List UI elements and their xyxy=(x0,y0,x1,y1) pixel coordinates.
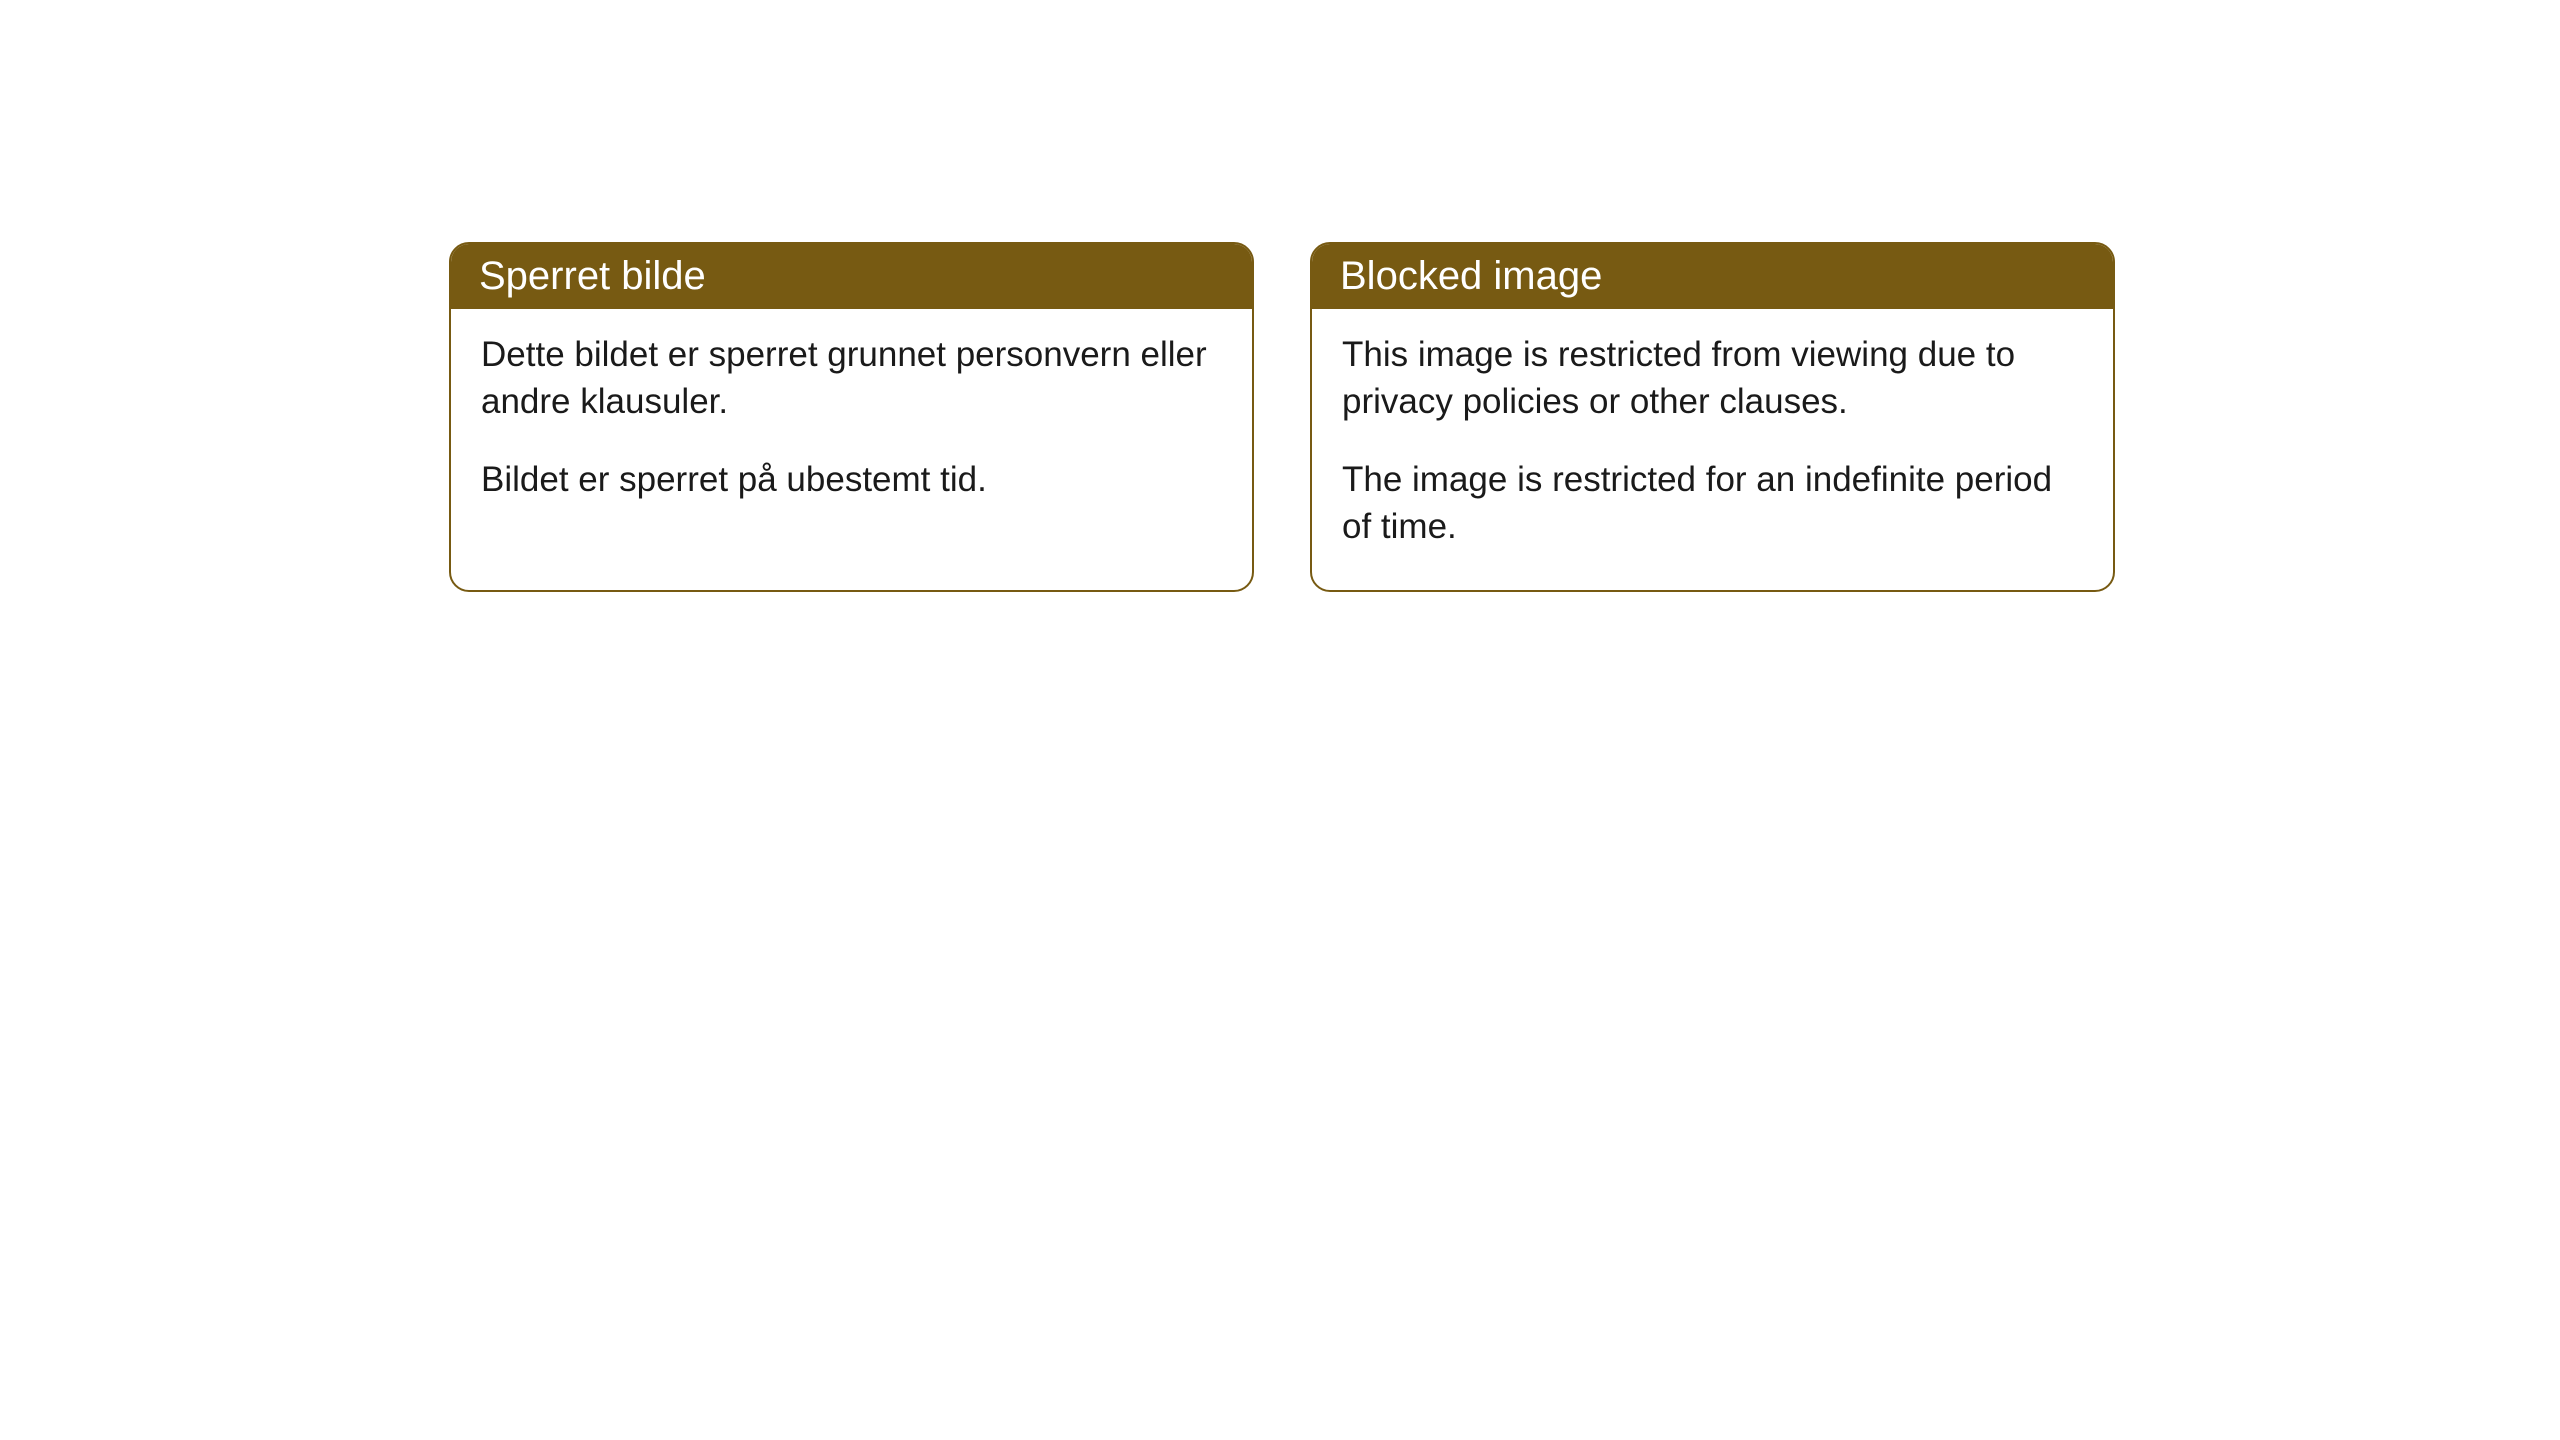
card-paragraph: The image is restricted for an indefinit… xyxy=(1342,456,2083,551)
card-header: Sperret bilde xyxy=(451,244,1252,309)
card-paragraph: Dette bildet er sperret grunnet personve… xyxy=(481,331,1222,426)
card-title: Sperret bilde xyxy=(479,254,706,298)
card-body: Dette bildet er sperret grunnet personve… xyxy=(451,309,1252,543)
blocked-image-card-en: Blocked image This image is restricted f… xyxy=(1310,242,2115,592)
blocked-image-card-no: Sperret bilde Dette bildet er sperret gr… xyxy=(449,242,1254,592)
card-body: This image is restricted from viewing du… xyxy=(1312,309,2113,590)
card-title: Blocked image xyxy=(1340,254,1602,298)
card-header: Blocked image xyxy=(1312,244,2113,309)
card-paragraph: This image is restricted from viewing du… xyxy=(1342,331,2083,426)
message-cards-container: Sperret bilde Dette bildet er sperret gr… xyxy=(449,242,2115,592)
card-paragraph: Bildet er sperret på ubestemt tid. xyxy=(481,456,1222,503)
